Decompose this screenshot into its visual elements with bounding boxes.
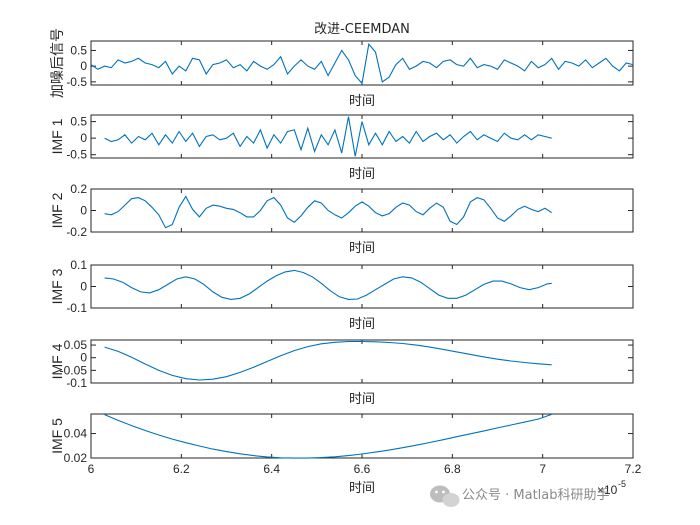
y-tick-label: -0.1 bbox=[66, 376, 87, 390]
y-tick-label: 0 bbox=[80, 131, 87, 145]
y-tick-label: -0.2 bbox=[66, 225, 87, 239]
x-tick-label: 7.2 bbox=[625, 462, 642, 476]
axes-frame bbox=[90, 413, 634, 459]
x-tick-label: 7 bbox=[539, 462, 546, 476]
axes-frame bbox=[90, 264, 634, 309]
signal-line bbox=[104, 269, 552, 300]
y-axis-label: IMF 3 bbox=[49, 268, 65, 304]
watermark-text: 公众号 · Matlab科研助手 bbox=[462, 488, 610, 503]
y-tick-label: 0 bbox=[80, 280, 87, 294]
y-tick-label: 0.04 bbox=[64, 427, 88, 441]
y-axis-label: 加噪后信号 bbox=[49, 28, 65, 98]
x-tick-label: 6.2 bbox=[173, 462, 190, 476]
y-tick-label: -0.05 bbox=[60, 363, 88, 377]
x-tick-label: 6 bbox=[88, 462, 95, 476]
subplot-2: -0.5 0 0.5 IMF 1 时间 bbox=[49, 114, 634, 182]
axes-frame bbox=[90, 188, 634, 233]
y-axis-label: IMF 4 bbox=[49, 343, 65, 379]
y-axis-label: IMF 2 bbox=[49, 192, 65, 228]
x-tick-label: 6.8 bbox=[444, 462, 461, 476]
x-axis-label: 时间 bbox=[349, 481, 375, 496]
y-tick-label: -0.5 bbox=[66, 148, 87, 162]
y-tick-label: 0.02 bbox=[64, 451, 88, 465]
y-tick-label: 0 bbox=[80, 351, 87, 365]
signal-line bbox=[104, 340, 552, 381]
y-tick-label: 0.05 bbox=[64, 338, 88, 352]
x-axis-label: 时间 bbox=[349, 392, 375, 407]
x-axis-label: 时间 bbox=[349, 317, 375, 332]
axes-frame bbox=[90, 40, 634, 86]
x-tick-label: 6.4 bbox=[263, 462, 280, 476]
x-exponent-base: ×10 bbox=[597, 483, 618, 497]
x-exponent-label: ×10 -5 bbox=[597, 479, 626, 497]
signal-line bbox=[104, 195, 552, 229]
y-tick-label: 0.2 bbox=[70, 182, 87, 196]
x-axis-label: 时间 bbox=[349, 167, 375, 182]
y-tick-label: 0 bbox=[80, 59, 87, 73]
y-tick-label: 0.5 bbox=[70, 43, 87, 57]
y-tick-label: 0 bbox=[80, 204, 87, 218]
subplot-6: 0.02 0.04 6 6.2 6.4 6.6 6.8 7 7.2 IMF 5 时间 bbox=[49, 413, 642, 496]
y-axis-label: IMF 5 bbox=[49, 418, 65, 454]
x-axis-label: 时间 bbox=[349, 241, 375, 256]
signal-line bbox=[104, 116, 552, 157]
subplot-3: -0.2 0 0.2 IMF 2 时间 bbox=[49, 182, 634, 256]
y-tick-label: 0.1 bbox=[70, 258, 87, 272]
signal-line bbox=[90, 42, 634, 85]
watermark: 公众号 · Matlab科研助手 bbox=[430, 485, 610, 507]
x-tick-label: 6.6 bbox=[354, 462, 371, 476]
wechat-icon bbox=[430, 485, 460, 507]
signal-line bbox=[104, 413, 552, 459]
subplot-4: -0.1 0 0.1 IMF 3 时间 bbox=[49, 258, 634, 332]
axes-frame bbox=[90, 114, 634, 159]
y-axis-label: IMF 1 bbox=[49, 118, 65, 154]
axes-frame bbox=[90, 339, 634, 384]
y-tick-label: 0.5 bbox=[70, 115, 87, 129]
x-exponent-power: -5 bbox=[618, 479, 626, 489]
x-axis-label: 时间 bbox=[349, 94, 375, 109]
figure-title: 改进-CEEMDAN bbox=[314, 22, 410, 37]
y-tick-label: -0.1 bbox=[66, 301, 87, 315]
y-tick-label: -0.5 bbox=[66, 75, 87, 89]
